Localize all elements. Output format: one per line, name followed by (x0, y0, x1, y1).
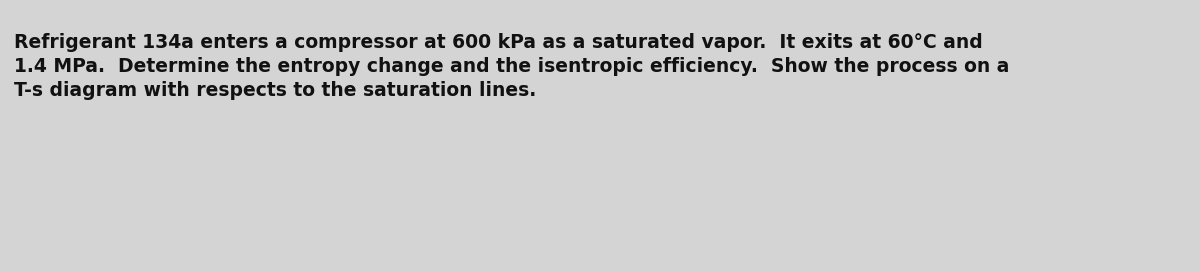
Text: Refrigerant 134a enters a compressor at 600 kPa as a saturated vapor.  It exits : Refrigerant 134a enters a compressor at … (14, 33, 1009, 100)
